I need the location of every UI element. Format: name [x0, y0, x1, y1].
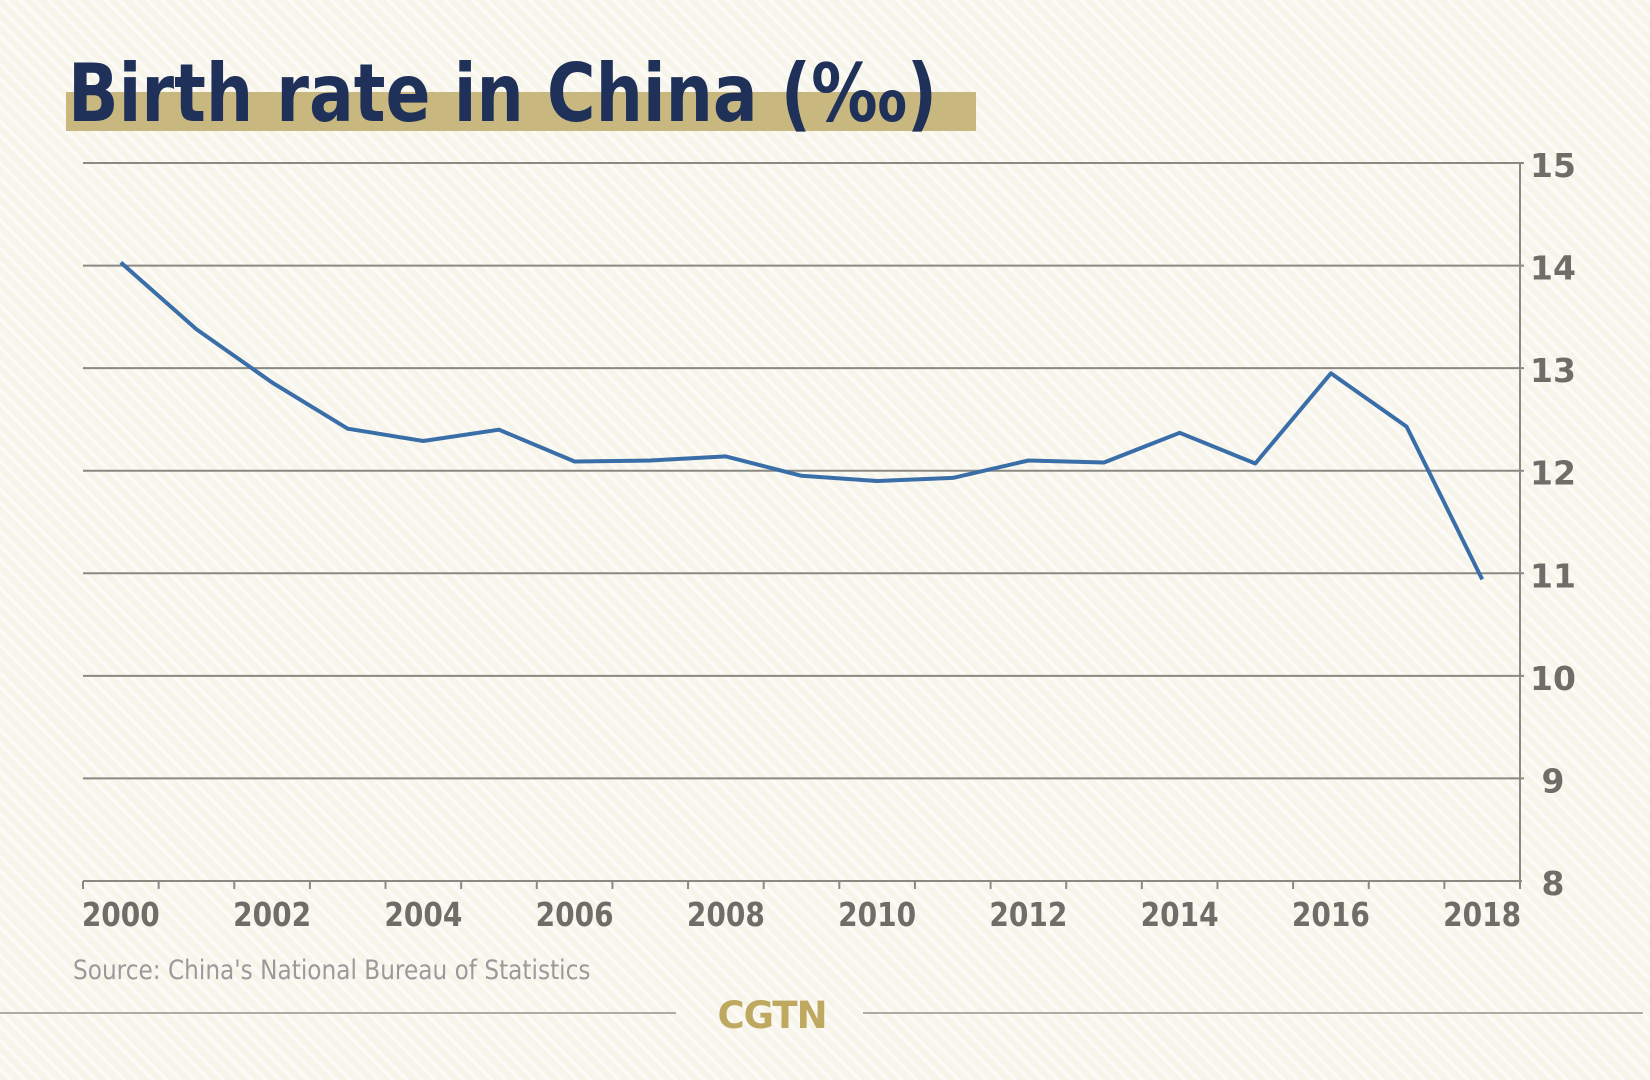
chart-title-block: Birth rate in China (‰)	[66, 40, 976, 140]
y-tick-label: 8	[1542, 864, 1565, 903]
y-tick-label: 9	[1542, 761, 1565, 800]
cgtn-logo: CGTN	[717, 994, 827, 1037]
axes	[83, 163, 1522, 886]
y-tick-label: 10	[1530, 659, 1576, 698]
gridlines	[83, 162, 1524, 780]
y-tick-label: 14	[1530, 249, 1576, 288]
x-tick-label: 2008	[687, 895, 765, 934]
x-tick-label: 2004	[384, 895, 462, 934]
x-tick-label: 2016	[1292, 895, 1370, 934]
y-tick-label: 15	[1530, 146, 1576, 185]
x-tick-label: 2000	[82, 895, 160, 934]
series-line-birth-rate	[119, 261, 1484, 581]
x-tick-label: 2006	[536, 895, 614, 934]
y-tick-label: 12	[1530, 454, 1576, 493]
y-axis-labels: 8 9 10 11 12 13 14 15	[1530, 146, 1576, 903]
x-tick-label: 2018	[1443, 895, 1521, 934]
x-tick-label: 2012	[989, 895, 1067, 934]
x-tick-label: 2014	[1141, 895, 1219, 934]
x-axis-labels: 2000 2002 2004 2006 2008 2010 2012 2014 2016 2018	[82, 895, 1521, 934]
footer-divider-right	[863, 1012, 1643, 1014]
footer-divider-left	[0, 1012, 676, 1014]
x-axis-ticks	[82, 881, 1521, 889]
series-layer	[119, 261, 1484, 581]
x-tick-label: 2010	[838, 895, 916, 934]
chart-title: Birth rate in China (‰)	[68, 47, 938, 140]
title-highlight-bar	[66, 92, 976, 131]
y-tick-label: 13	[1530, 351, 1576, 390]
x-tick-label: 2002	[233, 895, 311, 934]
source-note: Source: China's National Bureau of Stati…	[73, 955, 591, 986]
y-tick-label: 11	[1530, 556, 1576, 595]
